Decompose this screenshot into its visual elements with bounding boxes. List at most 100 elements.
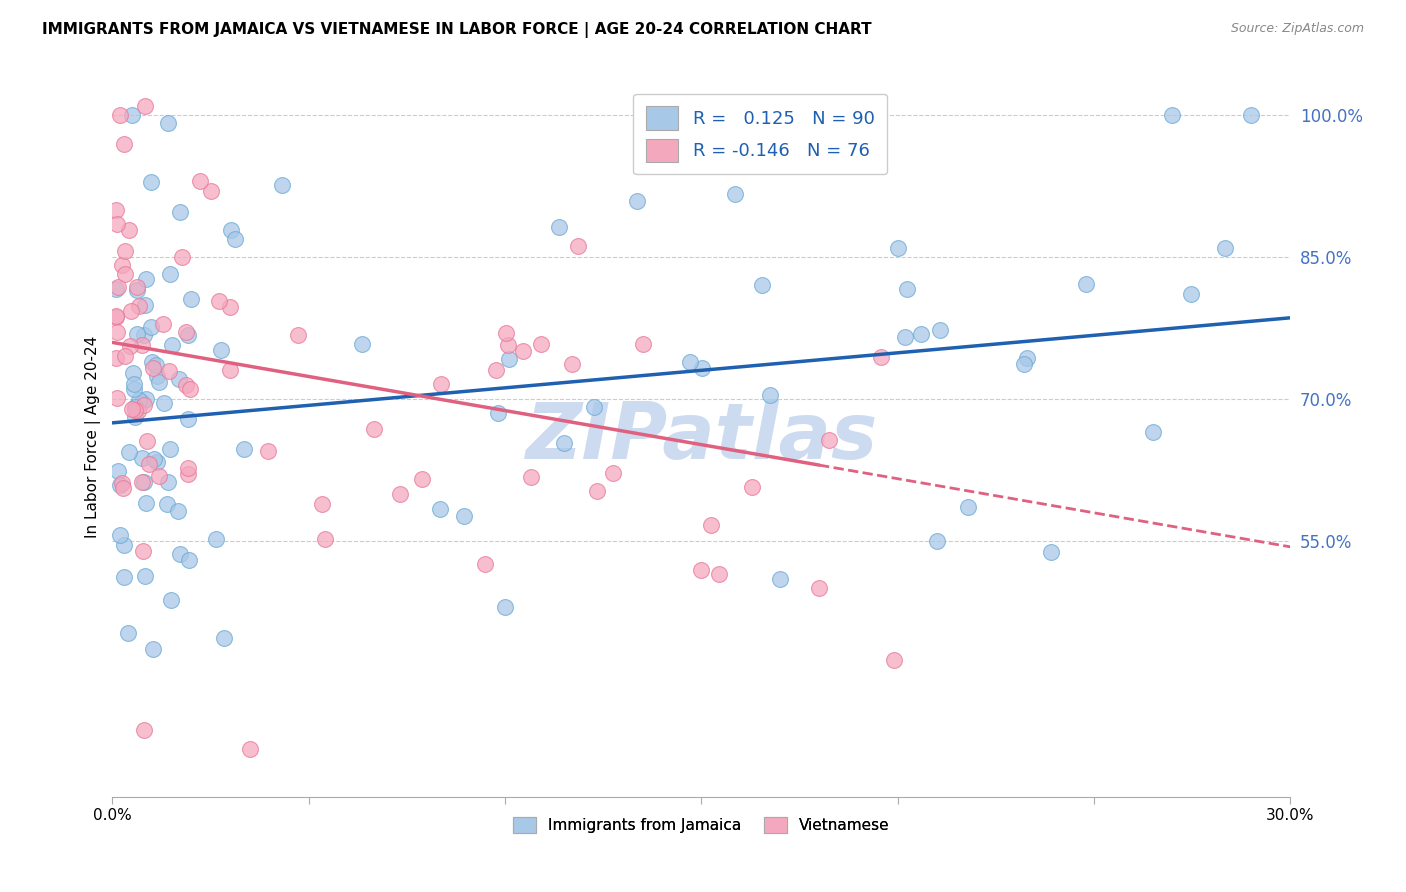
Point <box>751 277 773 292</box>
Point <box>132 399 155 413</box>
Point <box>156 116 179 130</box>
Point <box>585 484 607 499</box>
Point <box>114 268 136 282</box>
Point <box>626 194 648 208</box>
Point <box>271 178 294 193</box>
Point <box>167 372 190 386</box>
Point <box>679 355 702 369</box>
Point <box>741 480 763 494</box>
Point <box>883 653 905 667</box>
Point <box>143 452 166 467</box>
Point <box>169 204 191 219</box>
Point <box>169 548 191 562</box>
Point <box>146 455 169 469</box>
Point <box>512 343 534 358</box>
Point <box>224 232 246 246</box>
Point <box>124 382 146 396</box>
Point <box>709 566 731 581</box>
Point <box>429 502 451 516</box>
Point <box>114 349 136 363</box>
Point <box>190 174 212 188</box>
Point <box>957 500 980 514</box>
Point <box>128 299 150 313</box>
Point <box>1040 545 1063 559</box>
Point <box>142 642 165 657</box>
Point <box>141 320 163 334</box>
Point <box>233 442 256 456</box>
Point <box>519 470 541 484</box>
Text: Source: ZipAtlas.com: Source: ZipAtlas.com <box>1230 22 1364 36</box>
Point <box>105 310 128 324</box>
Point <box>105 392 128 406</box>
Point <box>105 217 128 231</box>
Point <box>176 325 198 339</box>
Point <box>156 497 179 511</box>
Point <box>112 481 135 495</box>
Point <box>135 434 157 448</box>
Point <box>107 280 129 294</box>
Point <box>496 338 519 352</box>
Point <box>894 330 917 344</box>
Point <box>896 282 918 296</box>
Point <box>177 328 200 343</box>
Point <box>177 412 200 426</box>
Point <box>139 175 162 189</box>
Point <box>209 343 232 357</box>
Point <box>160 337 183 351</box>
Point <box>146 368 169 383</box>
Point <box>128 393 150 408</box>
Point <box>131 451 153 466</box>
Point <box>135 271 157 285</box>
Point <box>142 360 165 375</box>
Point <box>134 475 156 490</box>
Point <box>112 136 135 151</box>
Point <box>870 350 893 364</box>
Point <box>110 108 132 122</box>
Point <box>453 508 475 523</box>
Point <box>132 328 155 343</box>
Point <box>485 363 508 377</box>
Point <box>200 184 222 198</box>
Point <box>132 723 155 738</box>
Point <box>287 327 309 342</box>
Point <box>111 258 134 272</box>
Point <box>495 326 517 340</box>
Point <box>886 241 908 255</box>
Point <box>1017 351 1039 365</box>
Point <box>910 327 932 342</box>
Point <box>928 323 950 337</box>
Point <box>1142 425 1164 439</box>
Point <box>207 293 229 308</box>
Point <box>166 503 188 517</box>
Point <box>159 442 181 456</box>
Point <box>219 222 242 236</box>
Point <box>1074 277 1097 292</box>
Point <box>602 466 624 480</box>
Point <box>174 378 197 392</box>
Point <box>157 364 180 378</box>
Point <box>127 283 149 297</box>
Point <box>218 363 240 377</box>
Point <box>170 250 193 264</box>
Point <box>105 202 128 217</box>
Point <box>121 401 143 416</box>
Point <box>1240 108 1263 122</box>
Point <box>107 464 129 478</box>
Point <box>108 478 131 492</box>
Point <box>112 570 135 584</box>
Point <box>769 572 792 586</box>
Point <box>145 358 167 372</box>
Point <box>117 626 139 640</box>
Point <box>690 563 713 577</box>
Point <box>105 282 128 296</box>
Point <box>567 239 589 253</box>
Point <box>124 400 146 414</box>
Point <box>389 487 412 501</box>
Point <box>114 244 136 258</box>
Point <box>486 405 509 419</box>
Point <box>314 533 336 547</box>
Point <box>219 300 242 314</box>
Point <box>561 357 583 371</box>
Point <box>553 435 575 450</box>
Point <box>120 339 142 353</box>
